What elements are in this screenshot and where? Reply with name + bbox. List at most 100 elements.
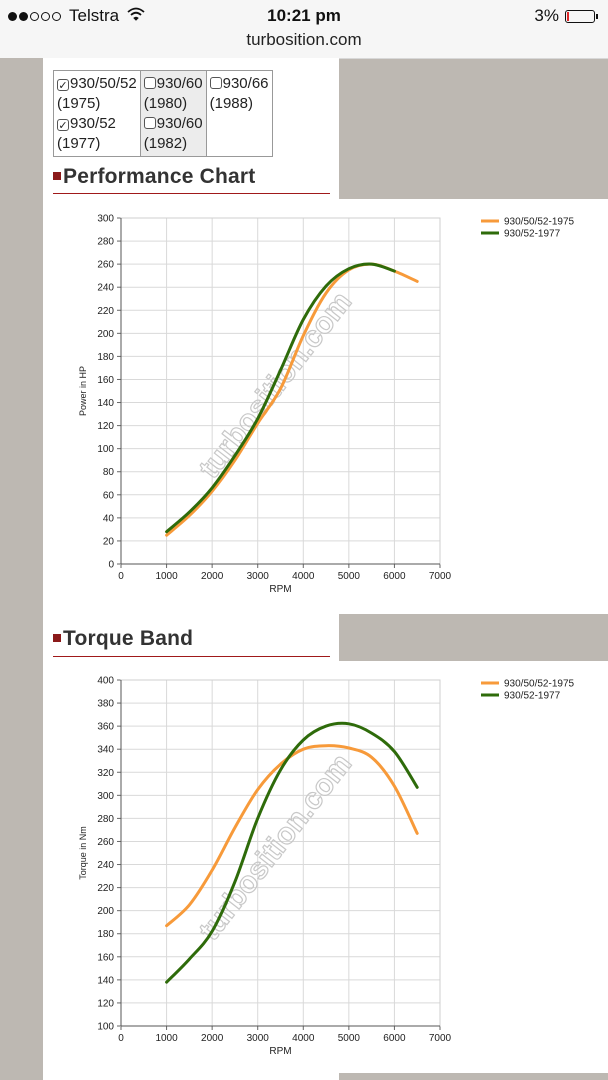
signal-dot (41, 11, 50, 21)
y-tick-label: 280 (97, 814, 114, 825)
filter-year: (1980) (143, 95, 188, 112)
x-tick-label: 5000 (338, 571, 361, 582)
address-bar[interactable]: turbosition.com (246, 30, 362, 49)
checkbox-icon[interactable] (143, 77, 156, 89)
x-tick-label: 6000 (383, 1033, 406, 1044)
signal-dot (52, 11, 61, 21)
performance-heading: Performance Chart (53, 165, 255, 189)
filter-label: 930/66 (222, 75, 269, 92)
x-tick-label: 0 (118, 1033, 124, 1044)
filter-label: 930/52 (70, 115, 116, 132)
y-tick-label: 260 (97, 260, 114, 271)
checkbox-icon[interactable] (209, 77, 222, 89)
chart-area-extension (339, 661, 608, 1073)
x-tick-label: 1000 (155, 1033, 178, 1044)
x-tick-label: 6000 (383, 571, 406, 582)
section-title: Performance Chart (63, 165, 256, 188)
y-tick-label: 140 (97, 975, 114, 986)
y-axis-label: Torque in Nm (78, 826, 88, 880)
y-tick-label: 180 (97, 929, 114, 940)
section-underline (53, 193, 330, 194)
y-tick-label: 400 (97, 676, 114, 687)
battery-status: 3% (534, 6, 598, 26)
y-tick-label: 0 (108, 560, 114, 571)
filter-year: (1975) (57, 95, 101, 112)
checkbox-checked-icon[interactable]: ✓ (57, 79, 69, 92)
signal-carrier: Telstra (8, 6, 145, 26)
legend-label: 930/50/52-1975 (504, 679, 575, 690)
y-tick-label: 300 (97, 214, 114, 225)
x-tick-label: 4000 (292, 1033, 315, 1044)
y-tick-label: 260 (97, 837, 114, 848)
performance-chart: 0 20 40 60 80 100 120 140 160 180 200 220 240 260 280 3… (78, 214, 575, 596)
x-axis-label: RPM (269, 1046, 291, 1057)
x-tick-label: 2000 (201, 1033, 224, 1044)
filter-option[interactable]: ✓ 930/52 (57, 114, 137, 134)
legend-label: 930/52-1977 (504, 229, 561, 240)
engine-filter-table: ✓ 930/50/52 (1975) ✓ 930/52 (1977) 930/60 … (53, 70, 273, 157)
checkbox-checked-icon[interactable]: ✓ (57, 119, 69, 132)
y-tick-label: 300 (97, 791, 114, 802)
watermark: turbosition.com (193, 286, 359, 485)
torque-chart: 100 120 140 160 180 200 220 240 260 280 300 320 340 3… (78, 676, 575, 1058)
y-tick-label: 200 (97, 906, 114, 917)
y-tick-label: 220 (97, 883, 114, 894)
filter-label: 930/60 (156, 115, 203, 132)
series-line-2 (165, 262, 396, 534)
page-margin (0, 58, 43, 1080)
bullet-icon (53, 634, 61, 642)
legend-label: 930/50/52-1975 (504, 217, 575, 228)
y-tick-label: 240 (97, 283, 114, 294)
y-tick-label: 320 (97, 768, 114, 779)
y-tick-label: 160 (97, 952, 114, 963)
clock: 10:21 pm (267, 6, 341, 25)
filter-option[interactable]: 930/60 (143, 74, 203, 94)
torque-heading: Torque Band (53, 627, 193, 651)
filter-year: (1977) (57, 135, 101, 152)
y-tick-label: 340 (97, 745, 114, 756)
filter-cell: 930/60 (1980) 930/60 (1982) (139, 70, 207, 157)
carrier-name: Telstra (69, 6, 120, 25)
status-bar: Telstra 10:21 pm turbosition.com 3% (0, 0, 608, 59)
battery-icon (565, 9, 595, 23)
filter-cell: 930/66 (1988) (205, 70, 273, 157)
checkbox-icon[interactable] (143, 117, 156, 129)
y-tick-label: 360 (97, 722, 114, 733)
filter-label: 930/50/52 (70, 75, 137, 92)
legend-label: 930/52-1977 (504, 691, 561, 702)
filter-cell: ✓ 930/50/52 (1975) ✓ 930/52 (1977) (53, 70, 141, 157)
filter-label: 930/60 (156, 75, 203, 92)
filter-option[interactable]: ✓ 930/50/52 (57, 74, 137, 94)
signal-dot (30, 11, 39, 21)
x-tick-label: 0 (118, 571, 124, 582)
x-tick-label: 7000 (429, 571, 452, 582)
x-tick-label: 2000 (201, 571, 224, 582)
section-title: Torque Band (63, 627, 194, 650)
filter-option[interactable]: 930/60 (143, 114, 203, 134)
x-tick-label: 1000 (155, 571, 178, 582)
battery-tip (596, 13, 598, 19)
y-tick-label: 240 (97, 860, 114, 871)
y-tick-label: 200 (97, 329, 114, 340)
signal-dot (19, 11, 28, 21)
y-tick-label: 20 (103, 536, 115, 547)
y-tick-label: 100 (97, 1022, 114, 1033)
bullet-icon (53, 172, 61, 180)
y-tick-label: 220 (97, 306, 114, 317)
series-line-2 (165, 721, 419, 984)
y-tick-label: 380 (97, 699, 114, 710)
filter-year: (1988) (209, 95, 253, 112)
y-tick-label: 160 (97, 375, 114, 386)
x-axis-label: RPM (269, 584, 291, 595)
y-axis-label: Power in HP (78, 366, 88, 416)
y-tick-label: 280 (97, 237, 114, 248)
x-tick-label: 7000 (429, 1033, 452, 1044)
series-line-1 (165, 744, 419, 928)
filter-option[interactable]: 930/66 (209, 74, 269, 94)
y-tick-label: 120 (97, 421, 114, 432)
y-tick-label: 100 (97, 444, 114, 455)
y-tick-label: 180 (97, 352, 114, 363)
signal-dot (8, 11, 17, 21)
y-tick-label: 60 (103, 490, 115, 501)
battery-percent: 3% (534, 6, 559, 25)
